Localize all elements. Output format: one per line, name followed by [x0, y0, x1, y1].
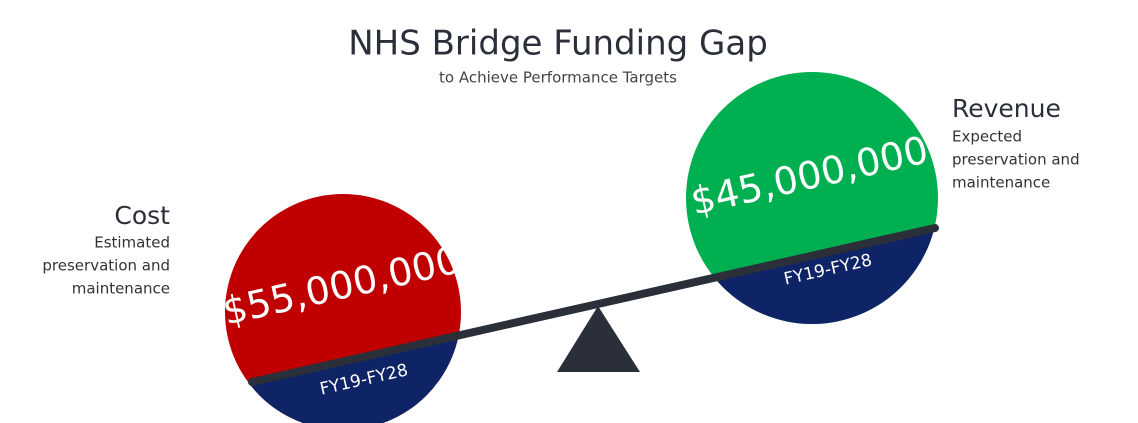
cost-description-line: maintenance — [72, 280, 170, 298]
beam — [248, 224, 939, 386]
cost-description-line: Estimated — [94, 234, 170, 252]
cost-heading: Cost — [114, 201, 170, 230]
revenue-description-line: Expected — [952, 128, 1022, 146]
revenue-description-line: preservation and — [952, 151, 1080, 169]
fulcrum — [557, 306, 640, 372]
title: NHS Bridge Funding Gap — [348, 24, 768, 64]
revenue-heading: Revenue — [952, 94, 1061, 123]
subtitle: to Achieve Performance Targets — [439, 69, 677, 87]
revenue-description-line: maintenance — [952, 174, 1050, 192]
cost-description-line: preservation and — [42, 257, 170, 275]
